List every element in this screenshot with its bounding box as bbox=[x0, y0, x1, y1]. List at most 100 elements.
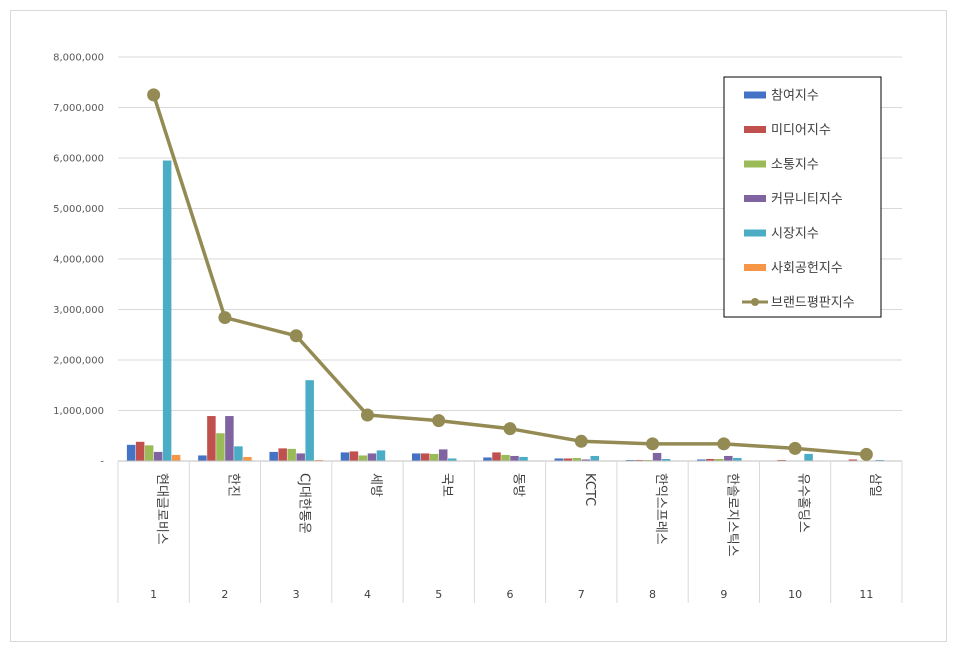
category-label: 한익스프레스 bbox=[653, 473, 668, 545]
y-axis-ticks: - 1,000,000 2,000,000 3,000,000 4,000,000 5,0… bbox=[53, 53, 104, 468]
rank-label: 7 bbox=[578, 588, 585, 601]
bar-시장지수 bbox=[162, 160, 172, 461]
legend-swatch-marker bbox=[751, 298, 759, 306]
y-tick-label: 5,000,000 bbox=[53, 204, 104, 215]
legend-label: 사회공헌지수 bbox=[771, 261, 843, 276]
bar-커뮤니티지수 bbox=[153, 451, 163, 461]
bar-커뮤니티지수 bbox=[510, 455, 519, 461]
line-point bbox=[859, 447, 873, 461]
line-point bbox=[717, 437, 731, 451]
y-tick-label: 1,000,000 bbox=[53, 406, 104, 417]
bar-소통지수 bbox=[715, 458, 724, 461]
bars bbox=[126, 160, 885, 461]
bar-시장지수 bbox=[661, 458, 671, 461]
bar-소통지수 bbox=[144, 445, 154, 461]
bar-시장지수 bbox=[590, 455, 600, 461]
legend-swatch bbox=[744, 126, 766, 133]
bar-참여지수 bbox=[554, 458, 564, 461]
bar-시장지수 bbox=[875, 459, 885, 461]
bar-참여지수 bbox=[697, 459, 706, 461]
category-label: KCTC bbox=[582, 473, 597, 506]
rank-label: 3 bbox=[293, 588, 300, 601]
line-point bbox=[503, 422, 517, 436]
line-point bbox=[218, 311, 232, 325]
category-label: 삼일 bbox=[867, 473, 882, 497]
legend-swatch bbox=[744, 91, 766, 99]
bar-참여지수 bbox=[126, 444, 136, 461]
axes bbox=[117, 460, 903, 603]
legend-label: 브랜드평판지수 bbox=[771, 296, 855, 311]
y-tick-label: 2,000,000 bbox=[53, 356, 104, 367]
category-label: 유수홀딩스 bbox=[796, 473, 811, 533]
rank-label: 10 bbox=[788, 588, 802, 601]
line-point bbox=[432, 414, 446, 428]
category-label: 세방 bbox=[368, 473, 383, 497]
rank-label: 5 bbox=[435, 588, 442, 601]
legend-label: 소통지수 bbox=[771, 158, 819, 173]
bar-시장지수 bbox=[733, 457, 742, 461]
bar-사회공헌지수 bbox=[243, 456, 252, 461]
legend-swatch bbox=[744, 160, 766, 168]
bar-사회공헌지수 bbox=[314, 459, 323, 461]
bar-시장지수 bbox=[305, 380, 314, 461]
bar-미디어지수 bbox=[135, 441, 145, 461]
bar-참여지수 bbox=[340, 452, 350, 461]
bar-미디어지수 bbox=[634, 459, 644, 461]
bar-소통지수 bbox=[429, 453, 439, 461]
line-point bbox=[147, 88, 161, 102]
legend-label: 시장지수 bbox=[771, 227, 819, 242]
bar-미디어지수 bbox=[278, 448, 287, 461]
line-point bbox=[574, 434, 588, 448]
bar-소통지수 bbox=[216, 433, 225, 461]
bar-커뮤니티지수 bbox=[296, 453, 305, 461]
legend-swatch bbox=[744, 195, 766, 202]
bar-시장지수 bbox=[376, 450, 386, 461]
bar-커뮤니티지수 bbox=[367, 453, 377, 461]
bar-미디어지수 bbox=[492, 452, 501, 461]
line-point bbox=[360, 408, 374, 422]
bar-참여지수 bbox=[483, 457, 492, 461]
bar-커뮤니티지수 bbox=[652, 452, 662, 461]
category-labels: 현대글로비스 1 한진 2 CJ대한통운 3 세방 4 국보 5 동방 6 KCTC 7 한익스프레스 8 한솔… bbox=[150, 473, 882, 601]
bar-참여지수 bbox=[411, 453, 421, 461]
bar-미디어지수 bbox=[207, 416, 216, 461]
bar-소통지수 bbox=[572, 457, 582, 461]
y-tick-label: - bbox=[100, 457, 104, 468]
rank-label: 8 bbox=[649, 588, 656, 601]
line-point bbox=[289, 329, 303, 343]
line-point bbox=[646, 437, 660, 451]
bar-시장지수 bbox=[234, 446, 243, 461]
rank-label: 6 bbox=[507, 588, 514, 601]
y-tick-label: 7,000,000 bbox=[53, 103, 104, 114]
bar-미디어지수 bbox=[349, 451, 359, 461]
bar-미디어지수 bbox=[420, 453, 430, 461]
bar-미디어지수 bbox=[777, 459, 786, 461]
brand-index-line bbox=[147, 88, 873, 461]
bar-커뮤니티지수 bbox=[225, 416, 234, 461]
y-tick-label: 3,000,000 bbox=[53, 305, 104, 316]
bar-소통지수 bbox=[358, 455, 368, 461]
legend-swatch bbox=[744, 264, 766, 271]
bar-미디어지수 bbox=[848, 459, 858, 461]
category-label: 동방 bbox=[511, 473, 526, 497]
bar-참여지수 bbox=[269, 451, 278, 461]
bar-시장지수 bbox=[519, 456, 528, 461]
bar-미디어지수 bbox=[706, 458, 715, 461]
legend-label: 미디어지수 bbox=[771, 123, 831, 138]
bar-소통지수 bbox=[643, 459, 653, 461]
rank-label: 4 bbox=[364, 588, 371, 601]
legend-label: 커뮤니티지수 bbox=[771, 192, 843, 207]
bar-커뮤니티지수 bbox=[724, 455, 733, 461]
rank-label: 11 bbox=[859, 588, 873, 601]
rank-label: 1 bbox=[150, 588, 157, 601]
category-label: 국보 bbox=[439, 473, 454, 497]
bar-미디어지수 bbox=[563, 458, 573, 461]
category-label: CJ대한통운 bbox=[297, 473, 312, 534]
bar-참여지수 bbox=[198, 455, 207, 461]
bar-시장지수 bbox=[804, 453, 813, 461]
bar-커뮤니티지수 bbox=[438, 449, 448, 461]
legend-swatch bbox=[744, 229, 766, 237]
rank-label: 9 bbox=[720, 588, 727, 601]
